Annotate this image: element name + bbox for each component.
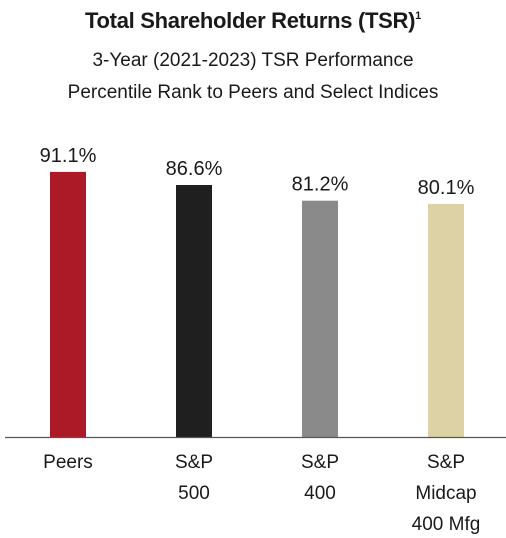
- bar-3: [428, 203, 464, 437]
- bar-1: [176, 184, 212, 437]
- category-label-2-0: S&P: [301, 452, 339, 473]
- category-label-2-1: 400: [304, 483, 336, 504]
- value-label-2: 81.2%: [292, 174, 349, 196]
- category-label-3-0: S&P: [427, 452, 465, 473]
- category-label-1-0: S&P: [175, 452, 213, 473]
- chart-title: Total Shareholder Returns (TSR)1: [85, 8, 421, 33]
- bar-0: [50, 171, 86, 438]
- category-label-3-2: 400 Mfg: [412, 514, 481, 535]
- category-label-1-1: 500: [178, 483, 210, 504]
- bar-2: [302, 200, 338, 437]
- category-label-0-0: Peers: [43, 452, 93, 473]
- value-label-3: 80.1%: [418, 177, 475, 199]
- category-label-3-1: Midcap: [415, 483, 476, 504]
- footnote-mark: 1: [415, 10, 421, 22]
- chart-subtitle-line1: 3-Year (2021-2023) TSR Performance: [92, 50, 414, 71]
- value-label-0: 91.1%: [40, 145, 97, 167]
- value-label-1: 86.6%: [166, 158, 223, 180]
- chart-subtitle-line2: Percentile Rank to Peers and Select Indi…: [67, 82, 439, 103]
